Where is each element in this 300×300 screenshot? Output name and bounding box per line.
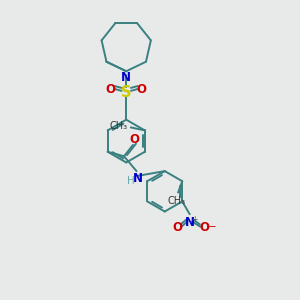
Text: O: O (129, 133, 140, 146)
Text: S: S (121, 85, 131, 100)
Text: O: O (137, 82, 147, 96)
Text: N: N (121, 70, 131, 84)
Text: O: O (199, 221, 209, 234)
Text: CH₃: CH₃ (168, 196, 186, 206)
Text: N: N (133, 172, 143, 185)
Text: −: − (208, 222, 217, 232)
Text: O: O (172, 221, 182, 234)
Text: +: + (191, 215, 198, 224)
Text: O: O (106, 82, 116, 96)
Text: N: N (185, 216, 195, 229)
Text: H: H (127, 176, 135, 187)
Text: CH₃: CH₃ (110, 121, 128, 131)
